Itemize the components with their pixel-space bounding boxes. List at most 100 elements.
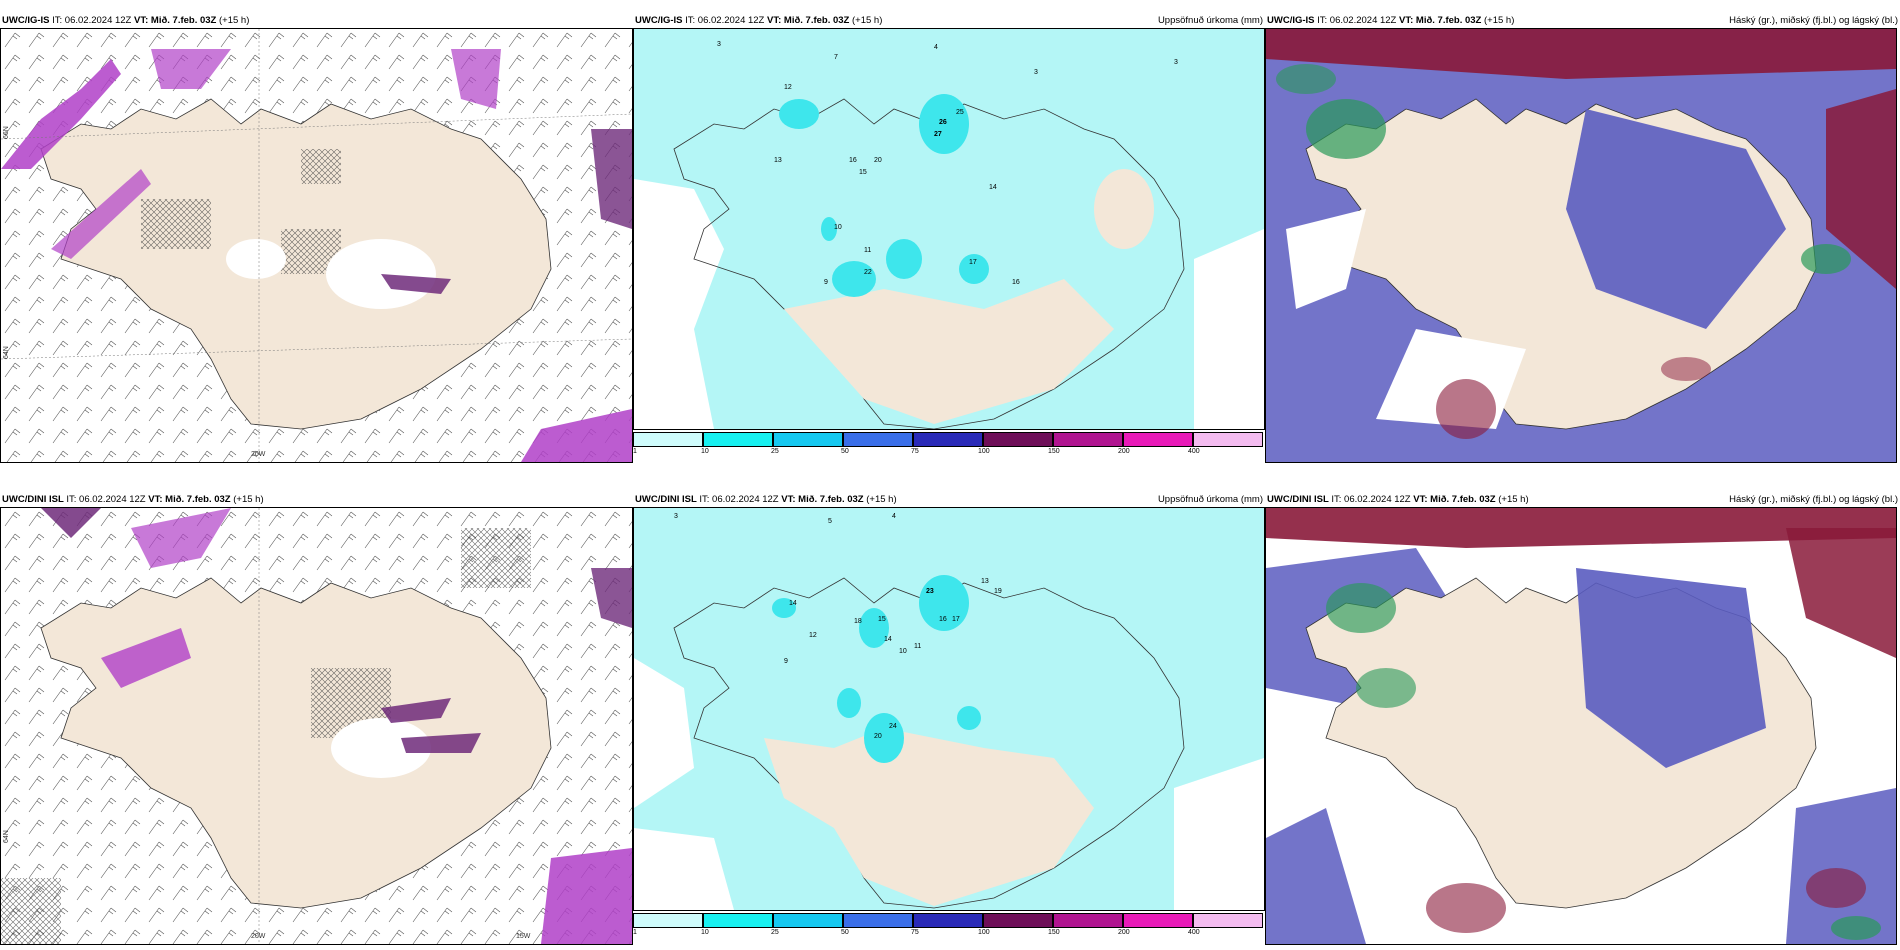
precip-map-svg (634, 508, 1264, 910)
colorbar-tick: 100 (978, 929, 990, 936)
panel-header: UWC/DINI ISL IT: 06.02.2024 12Z VT: Mið.… (633, 493, 1265, 507)
colorbar-tick: 200 (1118, 448, 1130, 455)
it-label: IT: 06.02.2024 12Z (699, 494, 779, 505)
colorbar-tick: 75 (911, 448, 919, 455)
colorbar-tick: 150 (1048, 448, 1060, 455)
colorbar-tick: 75 (911, 929, 919, 936)
colorbar-tick: 150 (1048, 929, 1060, 936)
vt-label: VT: Mið. 7.feb. 03Z (1413, 494, 1496, 505)
precip-colorbar: 1 10 25 50 75 100 150 200 400 (633, 913, 1263, 937)
precip-label: 15 (878, 616, 886, 623)
colorbar-box (913, 432, 983, 447)
vt-label: VT: Mið. 7.feb. 03Z (781, 494, 864, 505)
precip-label: 11 (864, 247, 872, 254)
colorbar-box (1123, 913, 1193, 928)
precip-label: 9 (824, 279, 828, 286)
vt-label: VT: Mið. 7.feb. 03Z (1399, 15, 1482, 26)
model-name: UWC/IG-IS (1267, 15, 1315, 26)
colorbar-tick: 1 (633, 929, 637, 936)
colorbar-box (1193, 432, 1263, 447)
precip-label: 14 (789, 600, 797, 607)
panel-dini-precip: UWC/DINI ISL IT: 06.02.2024 12Z VT: Mið.… (633, 493, 1265, 945)
model-name: UWC/IG-IS (2, 15, 50, 26)
it-label: IT: 06.02.2024 12Z (685, 15, 765, 26)
lat-label-66: 66N (3, 126, 10, 139)
precip-label: 4 (892, 513, 896, 520)
colorbar-box (983, 432, 1053, 447)
colorbar-box (913, 913, 983, 928)
lon-label-20: 20W (251, 451, 266, 458)
cloud-map-svg (1266, 508, 1896, 944)
colorbar-box (773, 913, 843, 928)
precip-label: 13 (981, 578, 989, 585)
model-name: UWC/DINI ISL (635, 494, 697, 505)
map-precip-dini[interactable]: 3 5 4 14 12 23 16 17 19 13 15 14 24 20 1… (633, 507, 1265, 911)
precip-label: 10 (834, 224, 842, 231)
colorbar-tick: 10 (701, 448, 709, 455)
panel-dini-cloud: UWC/DINI ISL IT: 06.02.2024 12Z VT: Mið.… (1265, 493, 1900, 945)
model-name: UWC/DINI ISL (2, 494, 64, 505)
precip-title: Uppsöfnuð úrkoma (mm) (1157, 15, 1263, 26)
colorbar-tick: 400 (1188, 929, 1200, 936)
precip-label: 12 (809, 632, 817, 639)
colorbar-tick: 200 (1118, 929, 1130, 936)
precip-label: 16 (1012, 279, 1020, 286)
panel-header: UWC/IG-IS IT: 06.02.2024 12Z VT: Mið. 7.… (0, 14, 633, 28)
panel-ig-cloud: UWC/IG-IS IT: 06.02.2024 12Z VT: Mið. 7.… (1265, 14, 1900, 464)
colorbar-tick: 25 (771, 929, 779, 936)
map-precip-ig[interactable]: 3 7 4 3 3 12 26 25 27 15 16 20 13 14 11 … (633, 28, 1265, 430)
precip-label: 19 (994, 588, 1002, 595)
vt-label: VT: Mið. 7.feb. 03Z (134, 15, 217, 26)
colorbar-box (983, 913, 1053, 928)
lead-time: (+15 h) (233, 494, 264, 505)
precip-label: 9 (784, 658, 788, 665)
colorbar-box (843, 432, 913, 447)
precip-label: 23 (926, 588, 934, 595)
precip-label: 18 (854, 618, 862, 625)
lead-time: (+15 h) (219, 15, 250, 26)
colorbar-box (1053, 432, 1123, 447)
map-wind-dini[interactable]: 64N 20W 15W (0, 507, 633, 945)
precip-label: 15 (859, 169, 867, 176)
colorbar-tick: 50 (841, 929, 849, 936)
colorbar-tick: 10 (701, 929, 709, 936)
precip-label: 11 (914, 643, 922, 650)
precip-label: 3 (674, 513, 678, 520)
precip-label: 14 (989, 184, 997, 191)
panel-dini-wind: UWC/DINI ISL IT: 06.02.2024 12Z VT: Mið.… (0, 493, 633, 945)
lead-time: (+15 h) (866, 494, 897, 505)
precip-label: 3 (1034, 69, 1038, 76)
vt-label: VT: Mið. 7.feb. 03Z (767, 15, 850, 26)
colorbar-tick: 100 (978, 448, 990, 455)
lon-label-15: 15W (516, 933, 531, 940)
map-cloud-dini[interactable] (1265, 507, 1897, 945)
precip-label: 12 (784, 84, 792, 91)
precip-label: 16 (939, 616, 947, 623)
panel-header: UWC/IG-IS IT: 06.02.2024 12Z VT: Mið. 7.… (633, 14, 1265, 28)
wind-map-svg (1, 508, 632, 944)
precip-label: 25 (956, 109, 964, 116)
precip-label: 10 (899, 648, 907, 655)
panel-ig-precip: UWC/IG-IS IT: 06.02.2024 12Z VT: Mið. 7.… (633, 14, 1265, 464)
model-name: UWC/DINI ISL (1267, 494, 1329, 505)
map-cloud-ig[interactable] (1265, 28, 1897, 463)
precip-label: 24 (889, 723, 897, 730)
precip-colorbar: 1 10 25 50 75 100 150 200 400 (633, 432, 1263, 456)
precip-label: 3 (1174, 59, 1178, 66)
precip-label: 22 (864, 269, 872, 276)
colorbar-tick: 400 (1188, 448, 1200, 455)
precip-title: Uppsöfnuð úrkoma (mm) (1157, 494, 1263, 505)
precip-label: 14 (884, 636, 892, 643)
precip-label: 27 (934, 131, 942, 138)
colorbar-box (633, 432, 703, 447)
map-wind-ig[interactable]: 66N 64N 20W (0, 28, 633, 463)
colorbar-box (703, 913, 773, 928)
colorbar-box (773, 432, 843, 447)
precip-label: 3 (717, 41, 721, 48)
colorbar-tick: 50 (841, 448, 849, 455)
it-label: IT: 06.02.2024 12Z (52, 15, 132, 26)
colorbar-box (1053, 913, 1123, 928)
precip-label: 20 (874, 733, 882, 740)
it-label: IT: 06.02.2024 12Z (1317, 15, 1397, 26)
precip-label: 17 (952, 616, 960, 623)
